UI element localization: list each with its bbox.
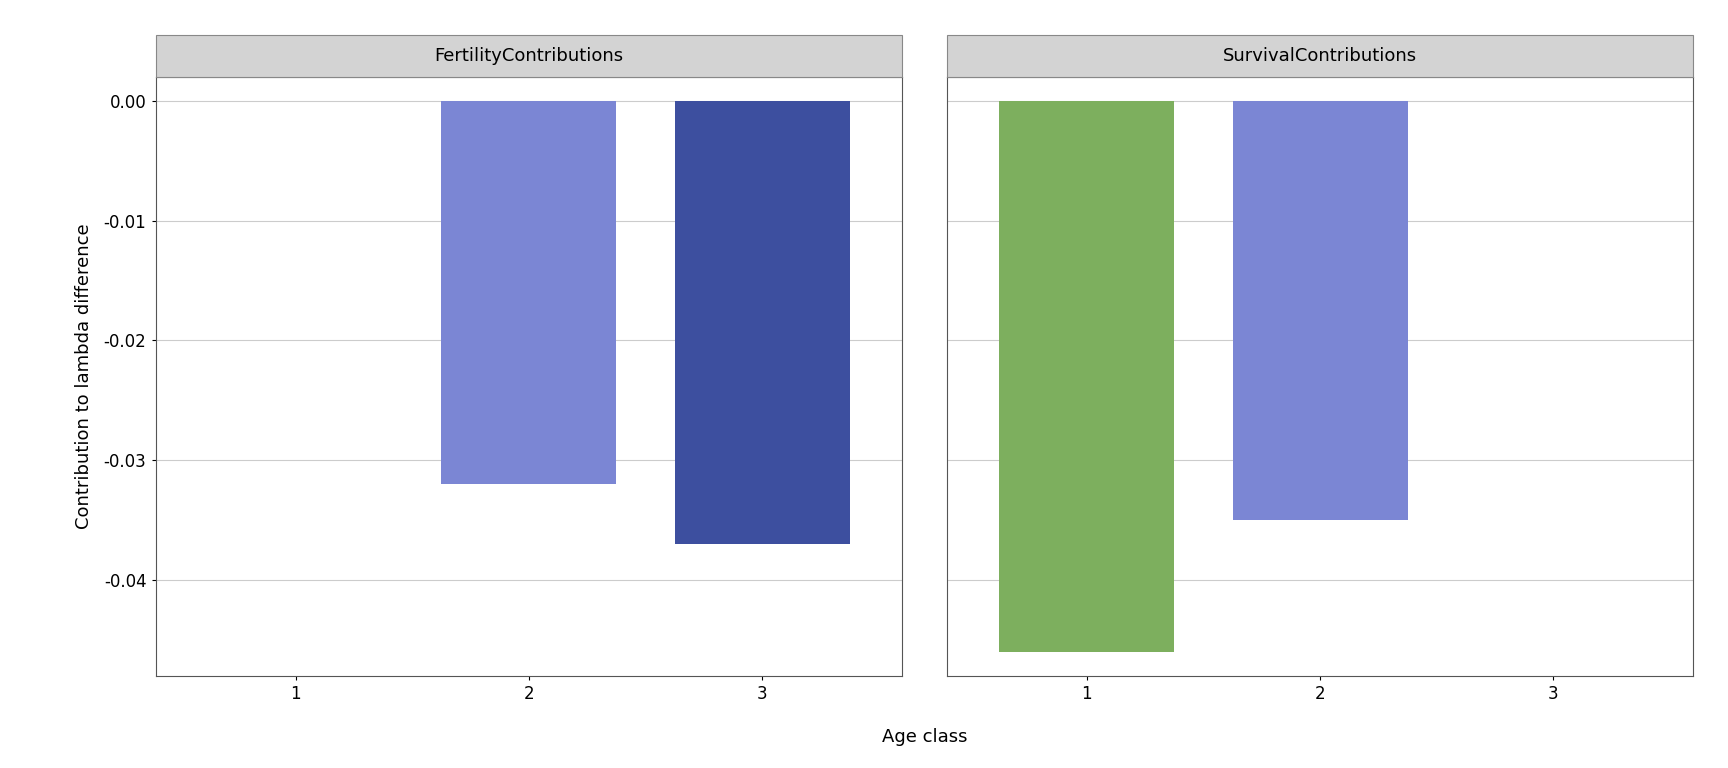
Bar (1232, 101, 1408, 520)
Bar (999, 101, 1175, 652)
Bar (674, 101, 850, 544)
Text: Age class: Age class (881, 728, 968, 746)
Bar (441, 101, 617, 484)
Text: FertilityContributions: FertilityContributions (434, 47, 624, 65)
Y-axis label: Contribution to lambda difference: Contribution to lambda difference (74, 223, 93, 529)
Text: SurvivalContributions: SurvivalContributions (1223, 47, 1417, 65)
